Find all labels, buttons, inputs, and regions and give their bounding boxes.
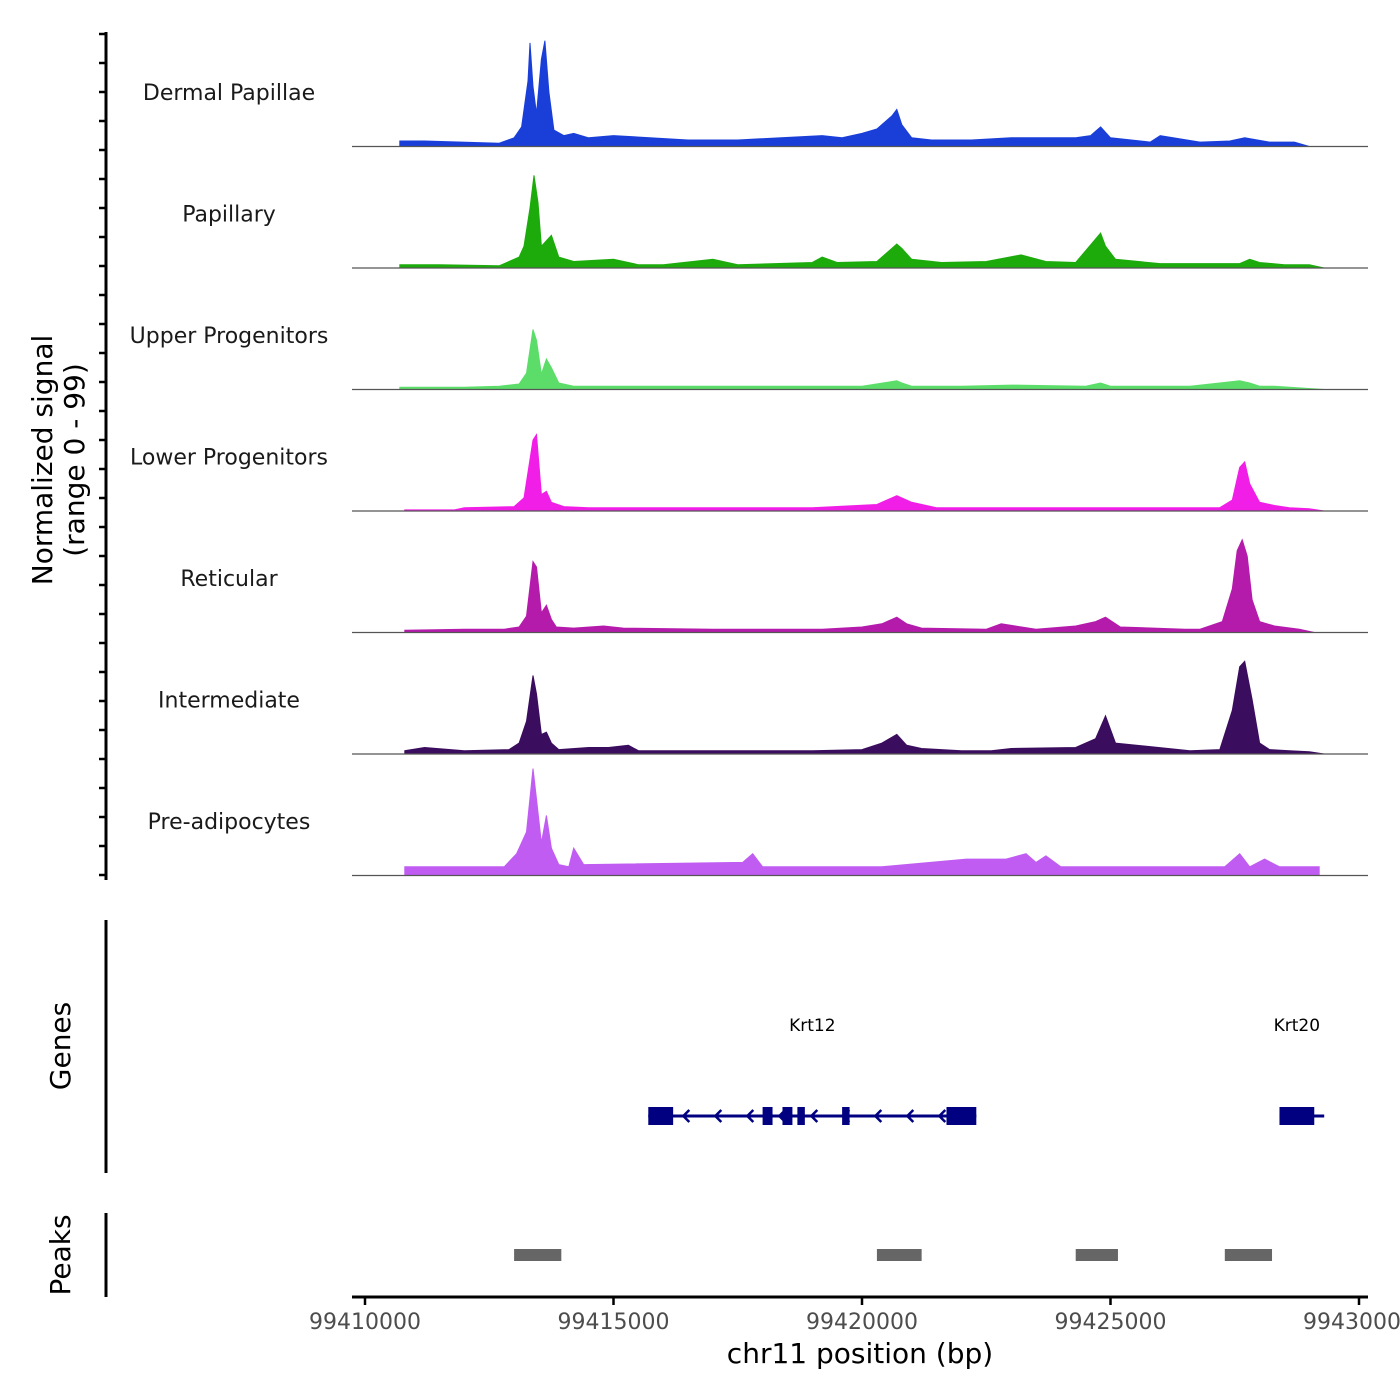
peak-bar [514,1249,562,1261]
track-dermal-papillae: Dermal Papillae [143,40,1368,148]
x-tick-label: 99430000 [1303,1310,1400,1335]
coverage-area [399,329,1325,390]
track-label: Pre-adipocytes [148,810,311,835]
coverage-area [404,768,1320,876]
gene-exon [648,1107,674,1125]
gene-exon [946,1107,977,1125]
gene-exon [797,1107,805,1125]
strand-chevron [873,1109,883,1123]
track-papillary: Papillary [182,175,1368,269]
gene-exon [1279,1107,1315,1125]
x-tick-label: 99425000 [1055,1310,1167,1335]
x-axis-ticks: 99410000 99415000 99420000 99425000 99430000 [309,1297,1400,1335]
track-label: Upper Progenitors [130,324,329,349]
gene-krt12: Krt12 [648,1016,977,1125]
track-label: Dermal Papillae [143,81,315,106]
strand-chevron [937,1109,947,1123]
peak-bar [876,1249,922,1261]
coverage-tracks: Dermal Papillae Papillary Upper Progenitor… [130,40,1368,877]
peak-bar [1224,1249,1273,1261]
gene-label: Krt12 [789,1016,835,1036]
track-reticular: Reticular [180,538,1368,634]
coverage-area [399,175,1325,269]
track-label: Intermediate [158,689,300,714]
strand-chevron [905,1109,915,1123]
y-axis-title-line1: Normalized signal [26,335,59,586]
x-tick-label: 99420000 [806,1310,918,1335]
genes-track-label: Genes [44,1002,77,1090]
strand-chevron [809,1109,819,1123]
gene-label: Krt20 [1274,1016,1320,1036]
peak-bar [1075,1249,1118,1261]
track-intermediate: Intermediate [158,660,1368,755]
peaks-track-label: Peaks [44,1214,77,1295]
track-label: Reticular [180,567,278,592]
track-label: Papillary [182,203,276,228]
x-axis-title: chr11 position (bp) [727,1337,993,1370]
signal-y-ticks [99,32,106,877]
strand-chevron [713,1109,723,1123]
track-upper-progenitors: Upper Progenitors [130,324,1368,391]
gene-krt20: Krt20 [1274,1016,1325,1125]
gene-exon [782,1107,793,1125]
x-tick-label: 99410000 [309,1310,421,1335]
track-lower-progenitors: Lower Progenitors [130,433,1368,512]
coverage-area [404,660,1325,755]
gene-models: Krt12 Krt20 [648,1016,1325,1125]
x-tick-label: 99415000 [558,1310,670,1335]
coverage-area [404,538,1315,633]
y-axis-title-line2: (range 0 - 99) [58,363,91,557]
gene-exon [762,1107,773,1125]
coverage-area [404,433,1325,512]
strand-chevron [681,1109,691,1123]
peak-regions [514,1249,1273,1261]
track-pre-adipocytes: Pre-adipocytes [148,768,1368,877]
gene-exon [842,1107,850,1125]
strand-chevron [745,1109,755,1123]
coverage-area [399,40,1310,147]
track-label: Lower Progenitors [130,446,328,471]
